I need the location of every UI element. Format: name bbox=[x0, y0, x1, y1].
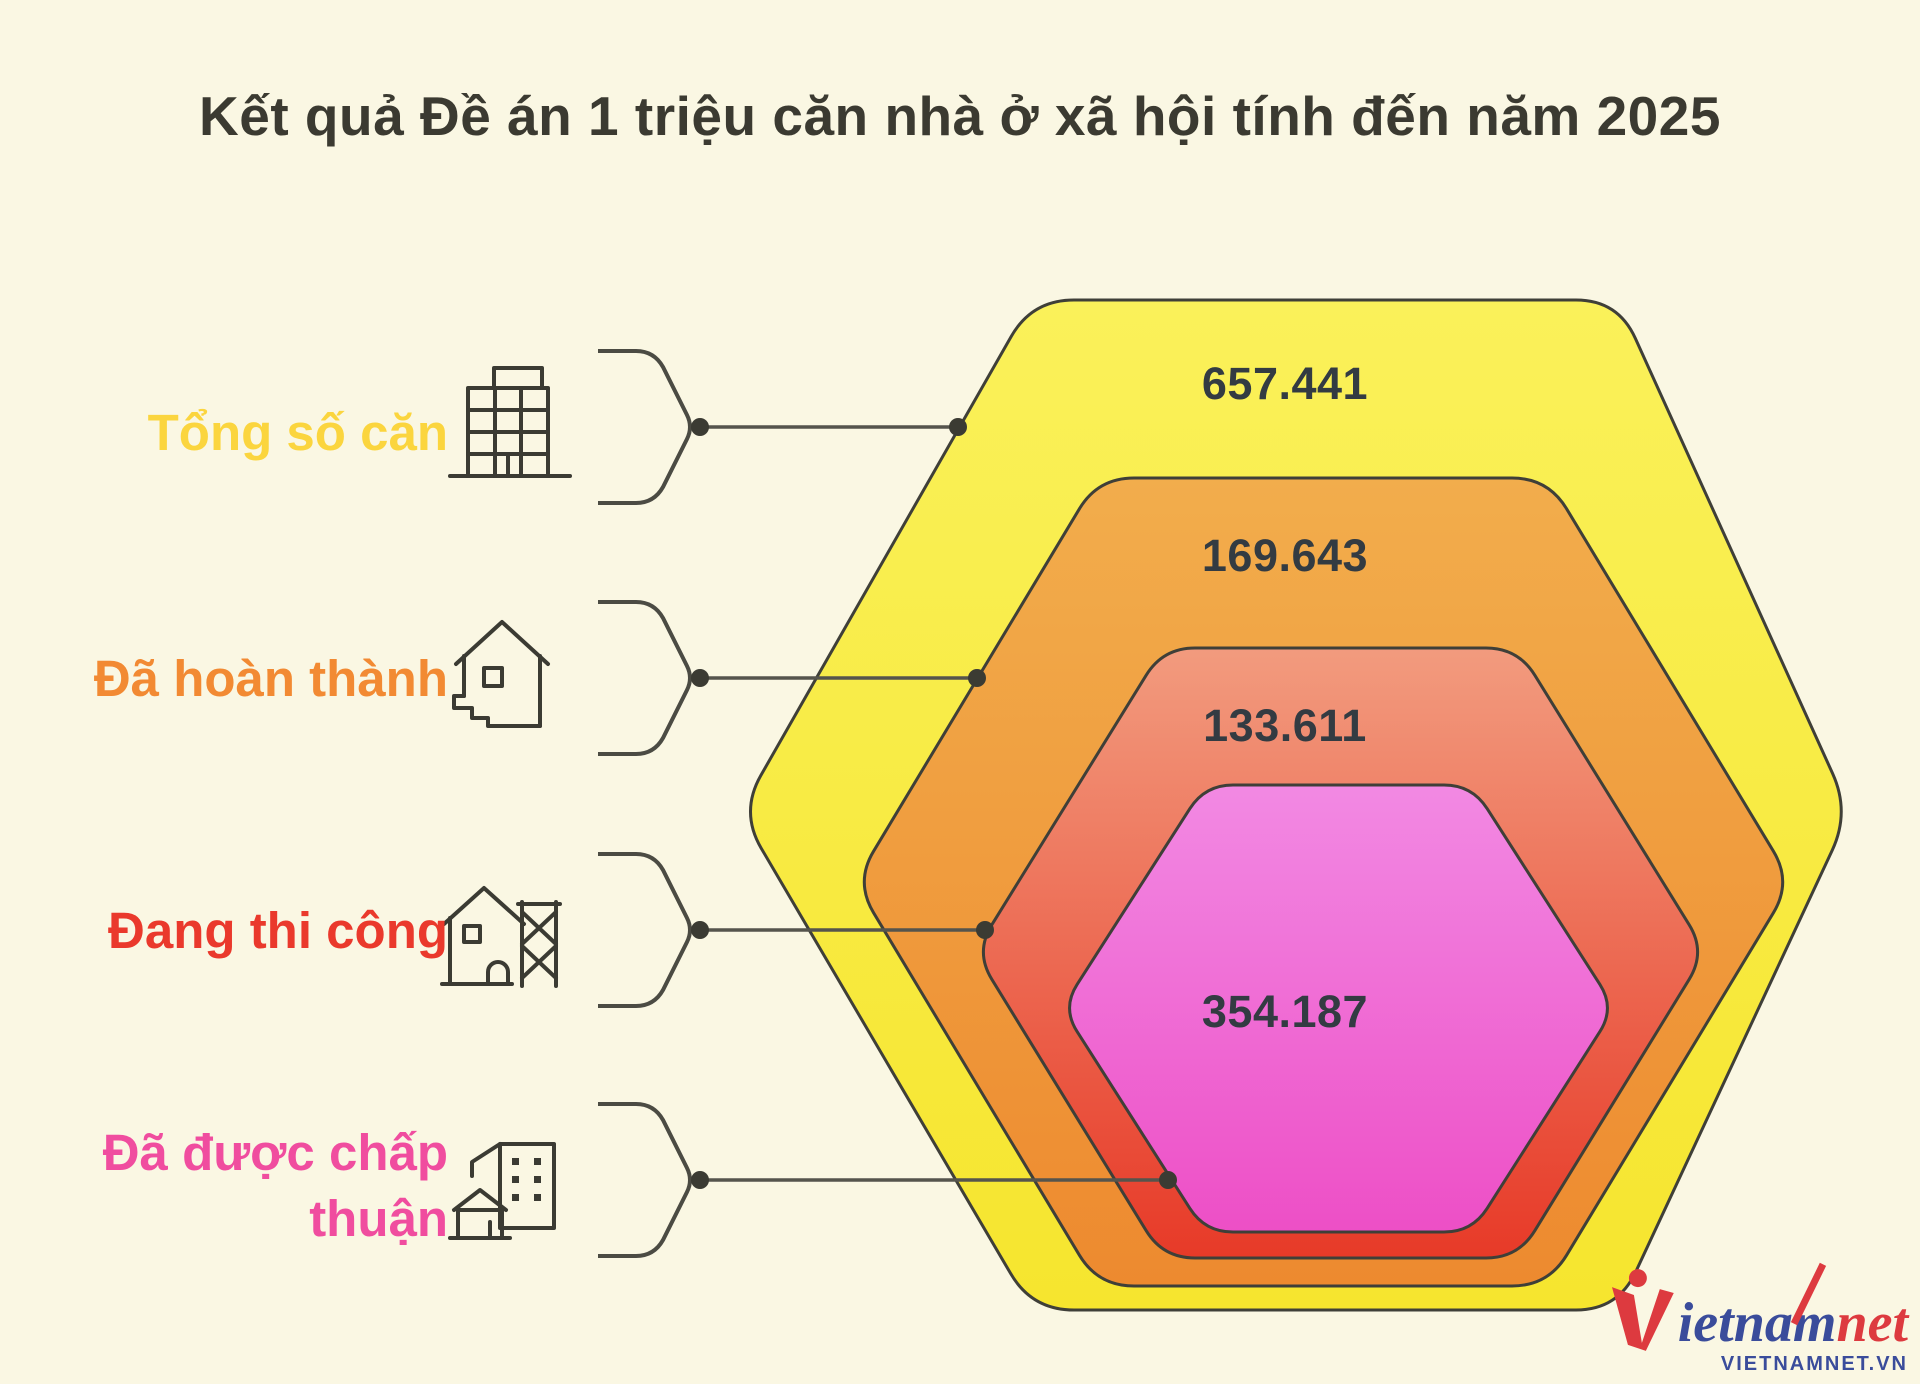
brace-under-construction bbox=[598, 852, 692, 1008]
vietnamnet-check-icon bbox=[1611, 1269, 1674, 1351]
connector-approved bbox=[691, 1171, 1177, 1189]
page-title: Kết quả Đề án 1 triệu căn nhà ở xã hội t… bbox=[199, 85, 1721, 147]
approved-buildings-icon bbox=[448, 1142, 556, 1240]
logo-text-vietnam: ietnam bbox=[1677, 1292, 1837, 1354]
label-under-construction: Đang thi công bbox=[108, 902, 448, 959]
value-under-construction: 133.611 bbox=[1203, 700, 1367, 751]
value-completed: 169.643 bbox=[1201, 530, 1369, 581]
label-total-units: Tổng số căn bbox=[147, 404, 448, 461]
value-total-units: 657.441 bbox=[1201, 358, 1369, 409]
value-approved: 354.187 bbox=[1201, 986, 1369, 1037]
construction-house-icon bbox=[440, 886, 562, 988]
office-building-icon bbox=[448, 366, 572, 478]
brace-completed bbox=[598, 600, 692, 756]
vietnamnet-logo-row: ietnam net bbox=[1608, 1262, 1908, 1354]
brace-total-units bbox=[598, 349, 692, 505]
label-completed: Đã hoàn thành bbox=[93, 650, 448, 707]
logo-domain-text: VIETNAMNET.VN bbox=[1720, 1353, 1908, 1375]
vietnamnet-logo: ietnam net VIETNAMNET.VN bbox=[1608, 1262, 1908, 1376]
connector-under-construction bbox=[691, 921, 994, 939]
completed-house-icon bbox=[452, 620, 550, 728]
label-approved: Đã được chấp thuận bbox=[102, 1124, 448, 1247]
hexagon-approved bbox=[1068, 783, 1609, 1234]
brace-approved bbox=[598, 1102, 692, 1258]
logo-text-net: net bbox=[1836, 1292, 1908, 1354]
connector-completed bbox=[691, 669, 986, 687]
connector-total-units bbox=[691, 418, 967, 436]
